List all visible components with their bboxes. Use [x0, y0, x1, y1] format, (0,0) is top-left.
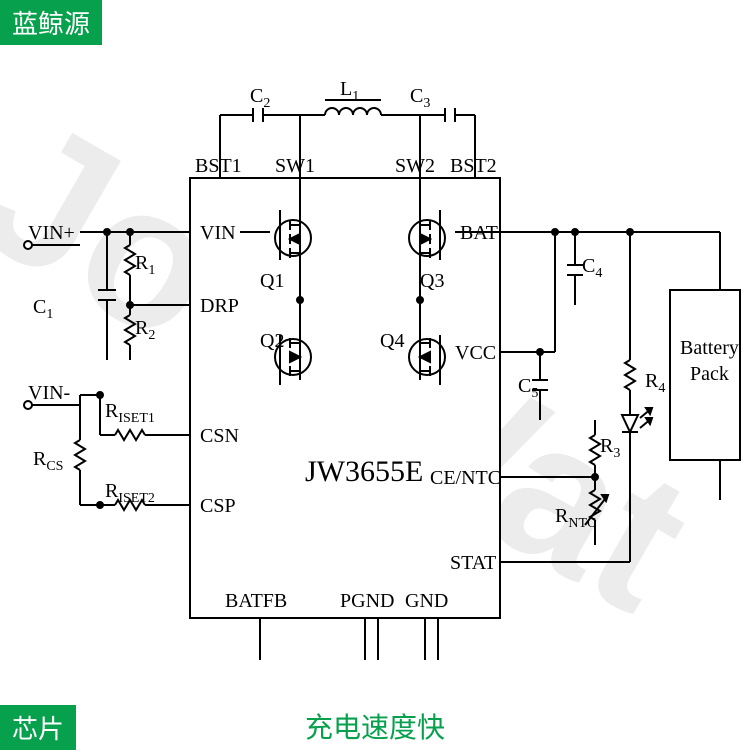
pin-sw2: SW2: [395, 155, 435, 178]
label-rntc: RNTC: [555, 505, 596, 532]
label-r1: R1: [135, 252, 155, 279]
pin-sw1: SW1: [275, 155, 315, 178]
pin-batfb: BATFB: [225, 590, 287, 613]
pin-vcc: VCC: [455, 342, 496, 365]
pin-bat: BAT: [460, 222, 498, 245]
label-riset1: RISET1: [105, 400, 155, 427]
pin-csn: CSN: [200, 425, 239, 448]
label-l1: L1: [340, 78, 359, 105]
pin-bst2: BST2: [450, 155, 497, 178]
pin-centc: CE/NTC: [430, 467, 501, 490]
circuit-svg: [0, 0, 750, 750]
label-c1: C1: [33, 296, 53, 323]
label-vinplus: VIN+: [28, 222, 75, 245]
label-q3: Q3: [420, 270, 444, 293]
label-rcs: RCS: [33, 448, 63, 475]
pin-csp: CSP: [200, 495, 236, 518]
brand-badge-bottom: 芯片: [0, 705, 76, 750]
label-c3: C3: [410, 85, 430, 112]
pin-drp: DRP: [200, 295, 239, 318]
label-vinminus: VIN-: [28, 382, 70, 405]
pin-vin: VIN: [200, 222, 236, 245]
label-r4: R4: [645, 370, 665, 397]
label-r3: R3: [600, 435, 620, 462]
label-r2: R2: [135, 317, 155, 344]
label-q2: Q2: [260, 330, 284, 353]
pin-bst1: BST1: [195, 155, 242, 178]
label-c4: C4: [582, 255, 602, 282]
label-riset2: RISET2: [105, 480, 155, 507]
pin-gnd: GND: [405, 590, 448, 613]
label-c2: C2: [250, 85, 270, 112]
label-battery: BatteryPack: [680, 335, 739, 387]
brand-badge-top: 蓝鲸源: [0, 0, 102, 45]
chip-name: JW3655E: [305, 455, 423, 489]
caption-text: 充电速度快: [305, 706, 445, 750]
label-q4: Q4: [380, 330, 404, 353]
pin-pgnd: PGND: [340, 590, 394, 613]
pin-stat: STAT: [450, 552, 496, 575]
label-c5: C5: [518, 375, 538, 402]
label-q1: Q1: [260, 270, 284, 293]
